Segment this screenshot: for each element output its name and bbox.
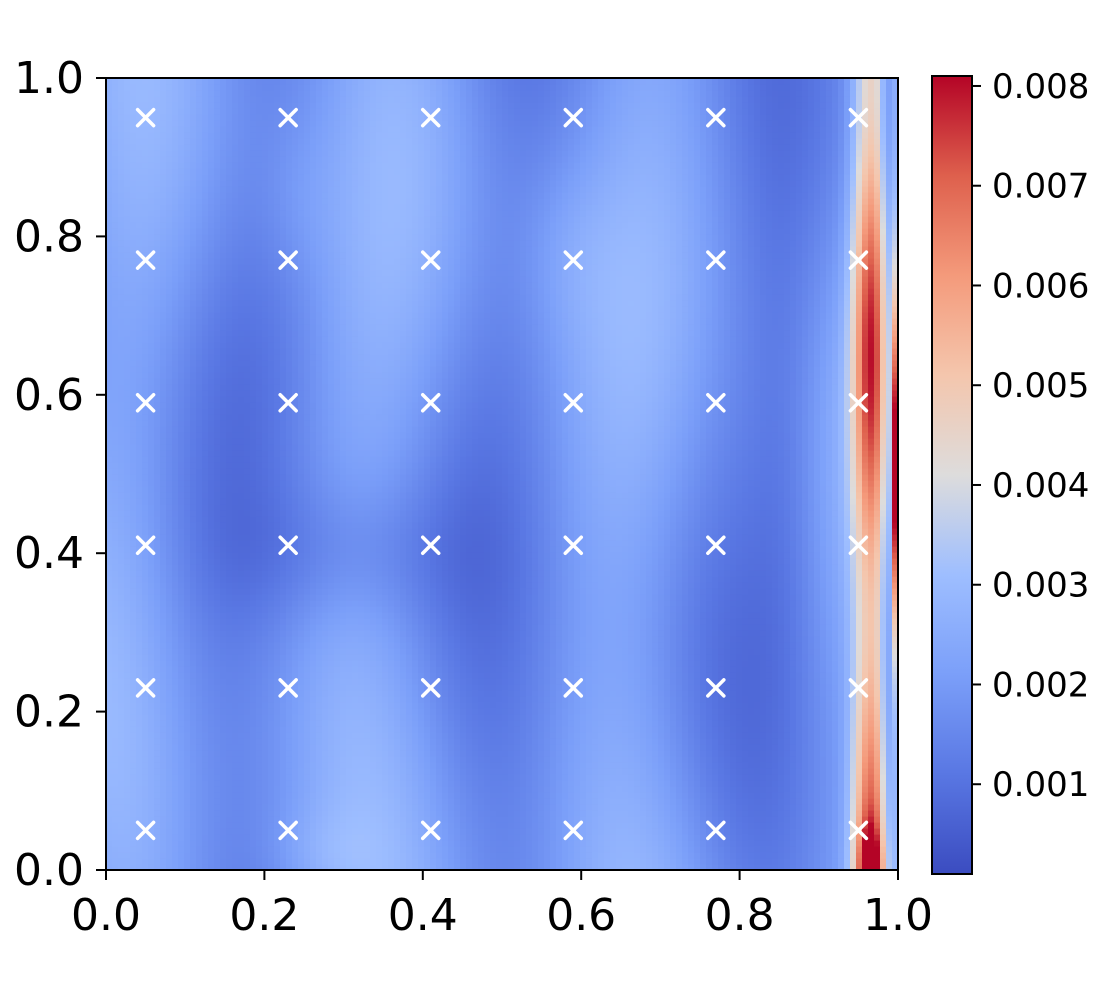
heatmap-field [106, 78, 899, 871]
y-tick-label: 0.8 [14, 211, 84, 262]
colorbar-tick-label: 0.001 [992, 765, 1089, 805]
colorbar-tick-label: 0.007 [992, 167, 1089, 207]
y-axis: 0.0 0.2 0.4 0.6 0.8 1.0 [14, 53, 106, 896]
x-tick-label: 0.6 [546, 890, 616, 941]
colorbar-tick-label: 0.004 [992, 466, 1089, 506]
x-tick-label: 0.0 [71, 890, 141, 941]
y-tick-label: 0.4 [14, 528, 84, 579]
colorbar-ticks: 0.001 0.002 0.003 0.004 0.005 0.006 0.007 0.008 [972, 67, 1089, 805]
colorbar: 0.001 0.002 0.003 0.004 0.005 0.006 0.007 0.008 [932, 67, 1089, 874]
colorbar-gradient [932, 76, 972, 874]
colorbar-tick-label: 0.006 [992, 266, 1089, 306]
x-tick-label: 1.0 [863, 890, 933, 941]
y-tick-label: 0.0 [14, 845, 84, 896]
colorbar-tick-label: 0.003 [992, 566, 1089, 606]
y-tick-label: 1.0 [14, 53, 84, 104]
y-tick-label: 0.6 [14, 370, 84, 421]
y-tick-label: 0.2 [14, 687, 84, 738]
colorbar-tick-label: 0.008 [992, 67, 1089, 107]
colorbar-tick-label: 0.005 [992, 366, 1089, 406]
x-tick-label: 0.8 [705, 890, 775, 941]
x-axis: 0.0 0.2 0.4 0.6 0.8 1.0 [71, 870, 933, 941]
x-tick-label: 0.4 [388, 890, 458, 941]
colorbar-tick-label: 0.002 [992, 665, 1089, 705]
x-tick-label: 0.2 [229, 890, 299, 941]
